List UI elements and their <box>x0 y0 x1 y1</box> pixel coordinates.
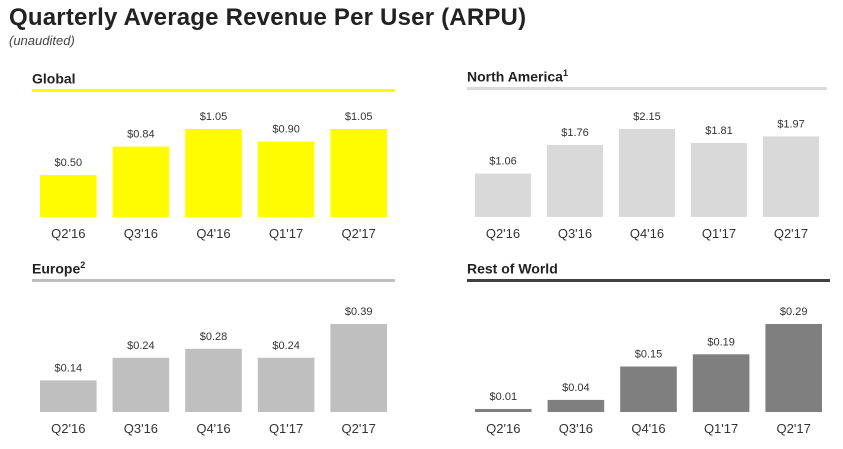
data-label: $0.24 <box>127 340 155 352</box>
bar <box>330 129 387 217</box>
bar <box>620 366 677 412</box>
tick-label: Q3'16 <box>124 226 158 241</box>
tick-label: Q1'17 <box>269 226 303 241</box>
page-subtitle: (unaudited) <box>9 33 75 48</box>
data-label: $0.84 <box>127 129 155 141</box>
bar <box>762 136 820 217</box>
panel-rest-of-world: Rest of World $0.01 Q2'16 $0.04 Q3'16 $0.15 Q… <box>467 260 830 445</box>
tick-label: Q2'16 <box>51 421 85 436</box>
bar <box>40 380 97 412</box>
tick-label: Q4'16 <box>196 226 230 241</box>
chart-rest-of-world: $0.01 Q2'16 $0.04 Q3'16 $0.15 Q4'16 $0.19 Q1'17… <box>475 306 822 436</box>
footnote-marker: 2 <box>80 260 86 270</box>
data-label: $0.39 <box>345 306 373 318</box>
tick-label: Q1'17 <box>702 226 736 241</box>
panel-rule <box>467 87 827 90</box>
tick-label: Q2'17 <box>777 421 811 436</box>
data-label: $0.01 <box>490 391 518 403</box>
chart-north-america: $1.06 Q2'16 $1.76 Q3'16 $2.15 Q4'16 $1.81 Q1'17… <box>474 111 820 241</box>
bar <box>185 129 242 217</box>
data-label: $0.50 <box>55 157 83 169</box>
bar <box>475 409 532 412</box>
footnote-marker: 1 <box>562 68 568 78</box>
bar <box>185 348 242 412</box>
data-label: $2.15 <box>633 111 661 123</box>
tick-label: Q4'16 <box>631 421 665 436</box>
chart-global: $0.50 Q2'16 $0.84 Q3'16 $1.05 Q4'16 $0.90 Q1'17… <box>40 111 387 241</box>
bar <box>112 146 170 217</box>
data-label: $0.04 <box>562 382 590 394</box>
data-label: $0.29 <box>780 306 808 318</box>
data-label: $0.28 <box>200 331 228 343</box>
tick-label: Q2'16 <box>486 226 520 241</box>
bar <box>40 175 97 217</box>
tick-label: Q1'17 <box>704 421 738 436</box>
tick-label: Q4'16 <box>630 226 664 241</box>
tick-label: Q3'16 <box>558 226 592 241</box>
tick-label: Q2'17 <box>774 226 808 241</box>
tick-label: Q2'17 <box>342 226 376 241</box>
bar <box>112 357 170 412</box>
data-label: $1.76 <box>561 127 589 139</box>
bar <box>257 357 315 412</box>
data-label: $0.24 <box>272 340 300 352</box>
panel-title: Global <box>32 70 76 87</box>
bar <box>474 173 532 217</box>
panel-europe: Europe2 $0.14 Q2'16 $0.24 Q3'16 $0.28 Q4'16 $0… <box>32 260 395 445</box>
panel-title: Rest of World <box>467 260 558 277</box>
data-label: $1.05 <box>345 111 373 123</box>
panel-rule <box>32 89 395 92</box>
tick-label: Q2'17 <box>342 421 376 436</box>
bar <box>765 324 822 412</box>
data-label: $1.81 <box>705 125 733 137</box>
data-label: $0.15 <box>635 349 663 361</box>
tick-label: Q1'17 <box>269 421 303 436</box>
bar <box>546 145 604 217</box>
bar <box>690 142 748 217</box>
bar <box>257 141 315 217</box>
data-label: $1.05 <box>200 111 228 123</box>
panel-north-america: North America1 $1.06 Q2'16 $1.76 Q3'16 $2.15… <box>467 68 827 250</box>
panel-rule <box>32 279 395 282</box>
panel-title: Europe2 <box>32 260 86 277</box>
data-label: $1.97 <box>777 118 805 130</box>
tick-label: Q2'16 <box>51 226 85 241</box>
data-label: $1.06 <box>489 156 517 168</box>
tick-label: Q3'16 <box>559 421 593 436</box>
chart-europe: $0.14 Q2'16 $0.24 Q3'16 $0.28 Q4'16 $0.24 Q1'17… <box>40 306 387 436</box>
bar <box>330 324 387 412</box>
panel-rule <box>467 279 830 282</box>
panel-title: North America1 <box>467 68 568 85</box>
page-title: Quarterly Average Revenue Per User (ARPU… <box>9 4 527 31</box>
data-label: $0.14 <box>55 362 83 374</box>
bar <box>547 399 605 412</box>
panel-global: Global $0.50 Q2'16 $0.84 Q3'16 $1.05 Q4'16 $0.… <box>32 70 395 250</box>
bar <box>618 129 676 217</box>
data-label: $0.19 <box>707 336 735 348</box>
data-label: $0.90 <box>272 124 300 136</box>
bar <box>692 354 750 412</box>
tick-label: Q4'16 <box>196 421 230 436</box>
tick-label: Q2'16 <box>486 421 520 436</box>
tick-label: Q3'16 <box>124 421 158 436</box>
